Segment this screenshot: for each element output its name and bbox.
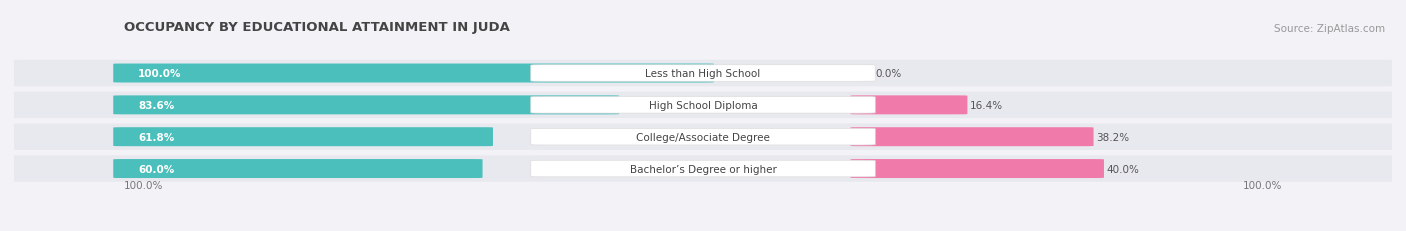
Text: 38.2%: 38.2% bbox=[1097, 132, 1129, 142]
Text: 83.6%: 83.6% bbox=[138, 100, 174, 110]
FancyBboxPatch shape bbox=[114, 96, 619, 115]
FancyBboxPatch shape bbox=[0, 92, 1406, 119]
FancyBboxPatch shape bbox=[851, 128, 1094, 146]
FancyBboxPatch shape bbox=[114, 128, 494, 146]
Text: 40.0%: 40.0% bbox=[1107, 164, 1140, 174]
FancyBboxPatch shape bbox=[531, 161, 875, 177]
Text: 60.0%: 60.0% bbox=[138, 164, 174, 174]
Text: Source: ZipAtlas.com: Source: ZipAtlas.com bbox=[1274, 24, 1385, 34]
FancyBboxPatch shape bbox=[531, 97, 875, 114]
Text: 61.8%: 61.8% bbox=[138, 132, 174, 142]
Text: 100.0%: 100.0% bbox=[1243, 180, 1282, 190]
FancyBboxPatch shape bbox=[114, 159, 482, 178]
Text: High School Diploma: High School Diploma bbox=[648, 100, 758, 110]
FancyBboxPatch shape bbox=[114, 64, 714, 83]
Text: Bachelor’s Degree or higher: Bachelor’s Degree or higher bbox=[630, 164, 776, 174]
Text: Less than High School: Less than High School bbox=[645, 69, 761, 79]
Text: College/Associate Degree: College/Associate Degree bbox=[636, 132, 770, 142]
Text: 0.0%: 0.0% bbox=[875, 69, 901, 79]
FancyBboxPatch shape bbox=[851, 96, 967, 115]
Text: 100.0%: 100.0% bbox=[124, 180, 163, 190]
FancyBboxPatch shape bbox=[0, 61, 1406, 87]
Text: OCCUPANCY BY EDUCATIONAL ATTAINMENT IN JUDA: OCCUPANCY BY EDUCATIONAL ATTAINMENT IN J… bbox=[124, 21, 510, 34]
FancyBboxPatch shape bbox=[0, 156, 1406, 182]
FancyBboxPatch shape bbox=[851, 159, 1104, 178]
Text: 100.0%: 100.0% bbox=[138, 69, 181, 79]
FancyBboxPatch shape bbox=[531, 129, 875, 145]
FancyBboxPatch shape bbox=[531, 65, 875, 82]
Text: 16.4%: 16.4% bbox=[970, 100, 1004, 110]
FancyBboxPatch shape bbox=[0, 124, 1406, 150]
